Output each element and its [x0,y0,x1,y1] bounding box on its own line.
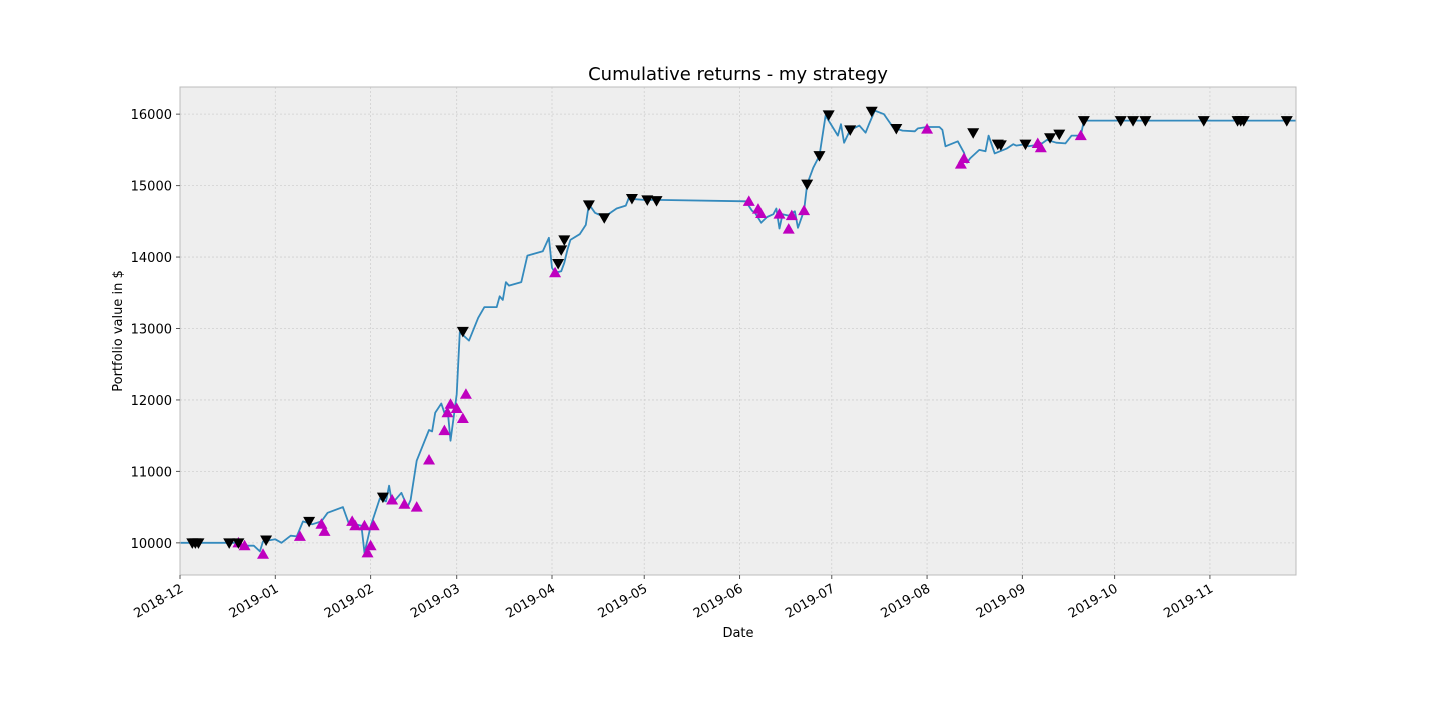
sell-marker [555,245,568,256]
sell-marker [801,179,814,191]
sell-marker [650,196,663,207]
sell-marker [625,193,638,205]
sell-marker [223,538,236,549]
buy-marker [1074,129,1087,141]
buy-marker [755,207,768,218]
sell-marker [865,106,878,118]
buy-marker [318,525,331,536]
marker-layer [186,106,1293,559]
sell-marker [1019,139,1032,151]
sell-marker [1280,116,1293,127]
sell-marker [558,235,571,246]
buy-marker [773,208,786,219]
buy-marker [438,424,451,436]
sell-marker [967,128,980,139]
buy-marker [1034,141,1047,153]
sell-marker [598,213,611,224]
sell-marker [303,516,316,528]
buy-marker [293,530,306,541]
sell-marker [1197,116,1210,127]
sell-marker [844,125,857,136]
sell-marker [260,535,273,546]
buy-marker [349,519,362,531]
sell-marker [1077,116,1090,127]
y-tick-label: 11000 [131,465,172,480]
sell-marker [641,195,654,206]
buy-marker [364,539,377,551]
y-axis-ticks: 10000 11000 12000 13000 14000 15000 16000 [131,108,180,552]
buy-marker [367,519,380,531]
buy-marker [921,123,934,134]
buy-marker [459,388,472,399]
buy-marker [450,402,463,414]
sell-marker [813,151,826,162]
y-tick-label: 12000 [131,394,172,409]
buy-marker [358,519,371,531]
sell-marker [232,538,245,549]
buy-marker [361,546,374,558]
buy-marker [257,548,270,559]
sell-marker [1114,116,1127,127]
y-tick-label: 15000 [131,180,172,195]
sell-marker [1139,116,1152,127]
buy-marker [782,223,795,234]
y-tick-label: 14000 [131,251,172,266]
buy-marker [798,204,811,216]
plot-area [180,87,1296,575]
sell-marker [1237,116,1250,127]
chart-title: Cumulative returns - my strategy [588,64,888,85]
sell-marker [552,258,565,270]
buy-marker [441,406,454,418]
buy-marker [410,501,423,512]
sell-marker [994,140,1007,151]
buy-marker [398,498,411,509]
buy-marker [456,412,469,424]
sell-marker [376,492,389,504]
buy-marker [444,398,457,409]
sell-marker [582,200,595,211]
buy-marker [423,453,436,465]
sell-marker [1053,129,1066,141]
y-tick-label: 16000 [131,108,172,123]
sell-marker [1044,133,1057,144]
sell-marker [822,110,835,121]
x-axis-label: Date [722,626,753,641]
y-tick-label: 10000 [131,537,172,552]
sell-marker [192,538,205,549]
sell-marker [890,123,903,135]
buy-marker [238,539,251,551]
y-axis-label: Portfolio value in $ [111,270,126,392]
plot-frame [179,86,1297,576]
buy-marker [386,493,399,505]
sell-marker [456,326,469,338]
buy-marker [957,152,970,163]
buy-marker [785,209,798,221]
sell-marker [1127,116,1140,127]
buy-marker [742,195,755,206]
y-tick-label: 13000 [131,322,172,337]
buy-marker [549,266,562,278]
buy-marker [954,158,967,169]
